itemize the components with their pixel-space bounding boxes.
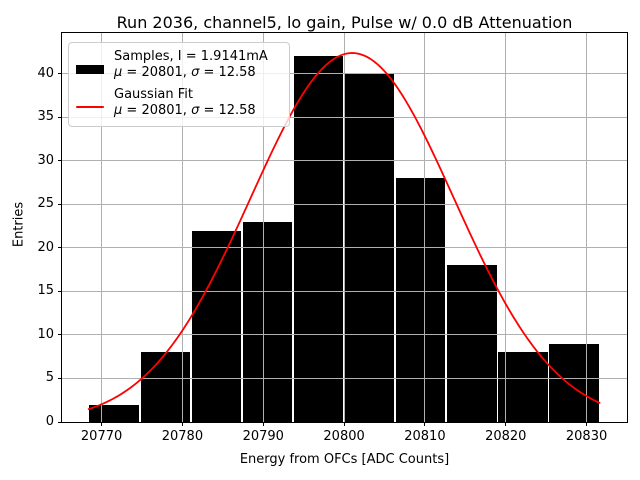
- gridline-horizontal: [62, 203, 627, 205]
- x-tick: [101, 422, 103, 426]
- x-tick-label: 20800: [323, 429, 365, 444]
- legend-label-fit: Gaussian Fit: [114, 87, 194, 102]
- x-tick-label: 20810: [404, 429, 446, 444]
- y-tick: [58, 116, 62, 118]
- y-tick-label: 15: [37, 283, 54, 299]
- y-tick: [58, 334, 62, 336]
- y-tick: [58, 377, 62, 379]
- y-tick-label: 0: [45, 414, 54, 429]
- gridline-horizontal: [62, 377, 627, 379]
- mu-symbol: μ: [114, 65, 123, 80]
- histogram-swatch-icon: [76, 64, 104, 74]
- gridline-vertical: [586, 33, 588, 422]
- gridline-vertical: [343, 33, 345, 422]
- mu-value: = 20801,: [122, 65, 192, 80]
- sigma-value: = 12.58: [199, 65, 256, 80]
- sigma-symbol: σ: [191, 65, 200, 80]
- legend-item-samples: Samples, I = 1.9141mA μ = 20801, σ = 12.…: [76, 49, 281, 81]
- gaussian-fit-curve: [87, 52, 601, 411]
- mu-symbol: μ: [114, 103, 123, 118]
- legend-label-samples: Samples, I = 1.9141mA: [114, 49, 268, 64]
- sigma-value: = 12.58: [199, 103, 256, 118]
- histogram-bar: [549, 343, 599, 422]
- fit-line-swatch-icon: [76, 106, 104, 108]
- gaussian-fit-path: [87, 52, 601, 411]
- x-tick: [424, 422, 426, 426]
- y-axis-label: Entries: [11, 201, 27, 248]
- x-tick-label: 20770: [80, 429, 123, 444]
- x-tick: [343, 422, 345, 426]
- plot-area: Samples, I = 1.9141mA μ = 20801, σ = 12.…: [61, 32, 628, 423]
- sigma-symbol: σ: [191, 103, 200, 118]
- y-tick-label: 20: [37, 239, 54, 255]
- legend: Samples, I = 1.9141mA μ = 20801, σ = 12.…: [68, 42, 290, 127]
- gridline-horizontal: [62, 247, 627, 249]
- y-tick-label: 40: [37, 65, 54, 81]
- gridline-vertical: [101, 33, 103, 422]
- legend-stats-samples: μ = 20801, σ = 12.58: [114, 65, 268, 81]
- histogram-bar: [191, 230, 242, 422]
- x-tick-label: 20830: [565, 429, 608, 444]
- y-tick: [58, 160, 62, 162]
- histogram-bar: [242, 221, 293, 422]
- x-tick: [262, 422, 264, 426]
- x-tick: [181, 422, 183, 426]
- x-tick: [505, 422, 507, 426]
- mu-value: = 20801,: [122, 103, 192, 118]
- y-tick-label: 5: [45, 370, 54, 386]
- gridline-vertical: [262, 33, 264, 422]
- gridline-vertical: [505, 33, 507, 422]
- y-tick: [58, 247, 62, 249]
- y-tick-label: 30: [37, 152, 54, 168]
- y-tick: [58, 290, 62, 292]
- gridline-horizontal: [62, 334, 627, 336]
- x-tick-label: 20780: [161, 429, 204, 444]
- x-tick-label: 20820: [485, 429, 527, 444]
- gridline-vertical: [181, 33, 183, 422]
- legend-item-gaussian-fit: Gaussian Fit μ = 20801, σ = 12.58: [76, 87, 281, 119]
- histogram-bar: [498, 352, 548, 422]
- x-tick: [586, 422, 588, 426]
- y-tick: [58, 203, 62, 205]
- x-tick-label: 20790: [242, 429, 284, 444]
- legend-stats-fit: μ = 20801, σ = 12.58: [114, 103, 256, 119]
- y-tick-label: 25: [37, 196, 54, 212]
- y-tick: [58, 73, 62, 75]
- y-tick-label: 10: [37, 326, 54, 342]
- gridline-vertical: [424, 33, 426, 422]
- grid-layer: [62, 33, 627, 422]
- histogram-bar: [140, 352, 191, 422]
- gridline-horizontal: [62, 116, 627, 118]
- gridline-horizontal: [62, 73, 627, 75]
- gridline-horizontal: [62, 160, 627, 162]
- gridline-horizontal: [62, 290, 627, 292]
- histogram-bar: [395, 178, 446, 422]
- legend-swatch-column: [76, 87, 104, 119]
- y-tick: [58, 421, 62, 423]
- chart-title: Run 2036, channel5, lo gain, Pulse w/ 0.…: [116, 13, 573, 32]
- y-tick-label: 35: [37, 109, 54, 125]
- legend-swatch-column: [76, 49, 104, 81]
- x-axis-label: Energy from OFCs [ADC Counts]: [239, 452, 450, 467]
